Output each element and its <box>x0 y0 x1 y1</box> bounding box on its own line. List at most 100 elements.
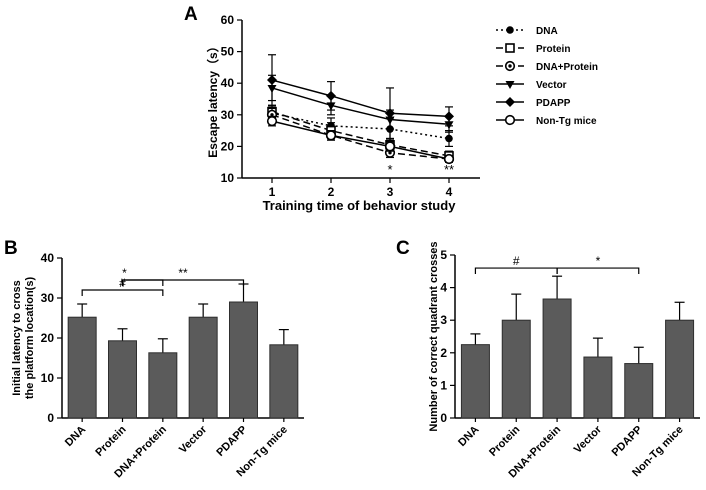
series-line-dna <box>271 112 450 140</box>
bracket-line <box>121 279 245 286</box>
x-tick-label-vector: Vector <box>572 423 605 456</box>
x-tick-label-dna: DNA <box>456 424 481 449</box>
data-point-dna-protein-center <box>270 113 274 117</box>
y-tick-label: 0 <box>47 411 54 425</box>
bar-dna <box>460 344 490 419</box>
bar-non-tg-mice <box>665 319 695 419</box>
bar-pdapp <box>624 363 654 419</box>
bracket-line <box>81 289 164 296</box>
legend-label-pdapp: PDAPP <box>536 98 571 109</box>
panel-label-a: A <box>184 4 198 25</box>
legend-label-non-tg-mice: Non-Tg mice <box>536 116 597 127</box>
significance-bracket: * <box>121 266 164 286</box>
bar-dna-protein <box>542 298 572 419</box>
panel-label-b: B <box>4 238 18 259</box>
y-tick-label: 10 <box>221 171 235 185</box>
y-tick-label: 1 <box>440 378 447 392</box>
y-tick-label: 10 <box>41 371 55 385</box>
series-protein <box>267 104 454 162</box>
bar-protein <box>501 319 531 419</box>
bar-dna-protein <box>148 352 178 419</box>
bracket-line <box>121 279 164 286</box>
significance-bracket: * <box>556 254 640 275</box>
data-point-pdapp <box>326 90 336 101</box>
legend-item-non-tg-mice: Non-Tg mice <box>496 114 597 127</box>
x-axis-title: Training time of behavior study <box>263 198 457 213</box>
y-axis-title-line: Initial latency to cross <box>11 280 23 396</box>
legend-marker-dna-protein <box>504 60 516 72</box>
significance-bracket: ** <box>121 266 245 286</box>
x-tick-label: 4 <box>446 185 453 199</box>
data-point-dna-protein-center <box>388 151 392 155</box>
legend-marker-non-tg-mice <box>504 114 516 126</box>
y-tick-label: 30 <box>221 108 235 122</box>
y-tick-label: 40 <box>41 251 55 265</box>
legend-marker-vector <box>505 81 515 89</box>
bracket-label: ** <box>178 266 188 280</box>
data-point-pdapp <box>444 111 454 122</box>
significance-annotation: * <box>387 162 392 177</box>
data-point-non-tg-mice <box>266 116 278 127</box>
bar-vector <box>188 316 218 419</box>
series-line-pdapp <box>271 79 450 118</box>
data-point-dna <box>445 134 453 143</box>
bar-dna <box>67 316 97 419</box>
series-pdapp <box>267 54 454 140</box>
legend-marker-pdapp <box>505 97 515 107</box>
data-point-pdapp <box>385 108 395 119</box>
x-tick-label: 3 <box>387 185 394 199</box>
y-tick-label: 30 <box>41 291 55 305</box>
y-axis-title-line: the platform location(s) <box>24 277 36 400</box>
bracket-label: * <box>122 266 127 280</box>
legend-item-dna-protein: DNA+Protein <box>496 60 598 73</box>
data-point-pdapp <box>267 75 277 86</box>
data-point-non-tg-mice <box>443 153 455 165</box>
x-tick-label-protein: Protein <box>487 423 522 458</box>
x-tick-label-vector: Vector <box>177 423 210 456</box>
series-line-vector <box>271 87 450 126</box>
legend-marker-protein <box>505 43 515 53</box>
y-tick-label: 20 <box>41 331 55 345</box>
legend-label-dna: DNA <box>536 26 558 37</box>
series-dna-protein <box>266 107 455 165</box>
bar-protein <box>108 340 137 419</box>
series-line-dna-protein <box>271 114 450 160</box>
data-point-non-tg-mice <box>325 130 337 141</box>
bracket-line <box>556 267 640 275</box>
y-tick-label: 3 <box>440 313 447 327</box>
legend-label-dna-protein: DNA+Protein <box>536 62 598 73</box>
y-tick-label: 0 <box>440 411 447 425</box>
x-tick-label-pdapp: PDAPP <box>214 424 249 459</box>
x-tick-label: 2 <box>328 185 335 199</box>
y-axis-title: Escape latency（s） <box>205 40 220 157</box>
legend-item-pdapp: PDAPP <box>496 97 571 109</box>
y-tick-label: 2 <box>440 346 447 360</box>
legend-marker-dna <box>506 26 514 34</box>
series-line-non-tg-mice <box>271 120 450 160</box>
significance-annotation: ** <box>444 162 454 177</box>
significance-bracket: # <box>474 254 558 275</box>
bar-vector <box>583 356 613 419</box>
bracket-label: * <box>596 254 601 268</box>
bar-pdapp <box>229 301 258 419</box>
series-non-tg-mice <box>266 115 455 165</box>
x-tick-label-protein: Protein <box>93 423 128 458</box>
bracket-label: # <box>513 254 520 268</box>
legend-label-protein: Protein <box>536 44 570 55</box>
x-tick-label: 1 <box>269 185 276 199</box>
bracket-line <box>474 267 558 275</box>
legend-item-dna: DNA <box>496 26 558 37</box>
legend-item-vector: Vector <box>496 80 567 91</box>
y-axis-title: Number of correct quadrant crosses <box>428 241 440 431</box>
legend-item-protein: Protein <box>496 43 570 55</box>
series-line-protein <box>271 110 450 157</box>
legend-marker-dna-protein-center <box>508 64 512 68</box>
x-tick-label-dna: DNA <box>63 424 88 449</box>
y-tick-label: 20 <box>221 139 235 153</box>
y-tick-label: 5 <box>440 248 447 262</box>
legend-label-vector: Vector <box>536 80 567 91</box>
